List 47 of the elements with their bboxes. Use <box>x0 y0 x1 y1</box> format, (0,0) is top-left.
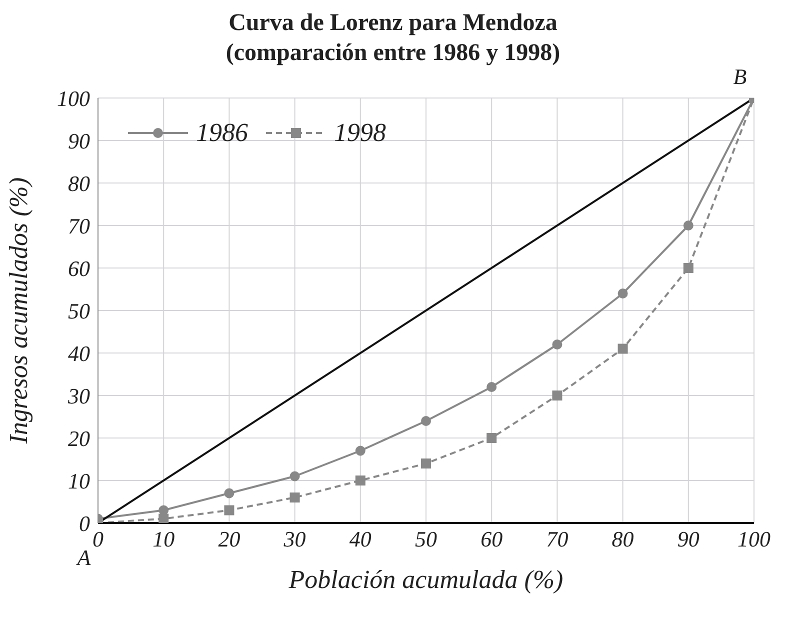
y-tick-label: 20 <box>68 426 90 451</box>
x-tick-label: 10 <box>152 526 175 552</box>
x-tick-label: 50 <box>415 526 437 552</box>
point <box>683 220 694 230</box>
y-tick-label: 40 <box>68 340 90 366</box>
point <box>486 382 497 392</box>
point <box>224 488 234 498</box>
point <box>355 446 366 456</box>
legend-label: 1998 <box>334 118 386 148</box>
point <box>355 476 366 486</box>
y-tick-label: 30 <box>67 383 90 408</box>
x-tick-label: 40 <box>349 526 372 552</box>
x-tick-label: 90 <box>677 526 700 552</box>
x-tick-label: 20 <box>218 526 240 552</box>
point <box>290 471 300 482</box>
x-tick-label: 30 <box>282 526 306 552</box>
point <box>618 344 628 354</box>
y-tick-label: 50 <box>68 298 90 324</box>
annotation: B <box>733 64 747 89</box>
chart-subtitle: (comparación entre 1986 y 1998) <box>226 40 560 66</box>
y-tick-label: 80 <box>68 170 90 196</box>
point <box>224 505 234 516</box>
x-tick-label: 80 <box>612 526 634 552</box>
point <box>552 390 562 400</box>
annotation: A <box>75 545 92 570</box>
y-tick-label: 70 <box>68 213 90 238</box>
point <box>290 492 300 502</box>
point <box>486 433 497 443</box>
y-tick-label: 60 <box>68 256 90 281</box>
y-tick-label: 10 <box>68 468 90 494</box>
y-tick-label: 0 <box>79 510 90 536</box>
point <box>158 505 169 516</box>
x-tick-label: 60 <box>480 526 503 552</box>
chart-title: Curva de Lorenz para Mendoza <box>228 9 558 38</box>
y-axis-title: Ingresos acumulados (%) <box>4 177 34 445</box>
y-tick-label: 90 <box>68 128 90 154</box>
point <box>158 514 169 523</box>
point <box>683 263 694 273</box>
point <box>421 416 431 426</box>
y-tick-label: 100 <box>57 86 90 111</box>
x-axis-title: Población acumulada (%) <box>288 565 564 594</box>
point <box>421 458 431 468</box>
point <box>618 288 628 298</box>
x-tick-label: 100 <box>738 526 770 552</box>
x-tick-label: 70 <box>546 526 568 552</box>
point <box>552 340 562 350</box>
legend-label: 1986 <box>196 118 248 148</box>
